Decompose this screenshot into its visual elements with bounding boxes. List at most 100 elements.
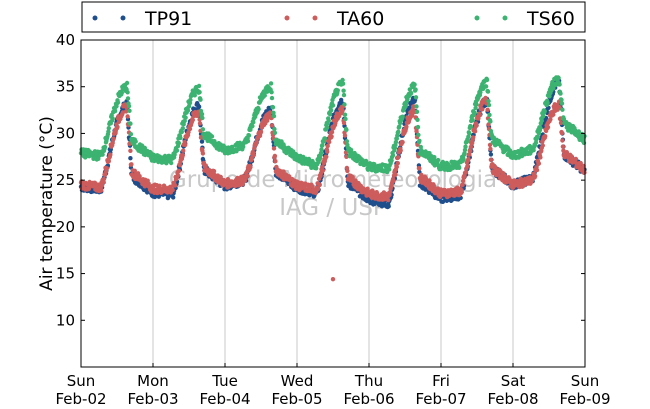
data-point — [126, 103, 132, 109]
data-point — [96, 156, 101, 161]
data-point — [470, 118, 475, 123]
y-axis-ticks: 10 15 20 25 30 35 40 — [56, 31, 585, 329]
data-point — [269, 95, 275, 101]
data-point — [393, 172, 398, 177]
data-point — [199, 139, 205, 144]
data-point — [172, 183, 178, 188]
data-point — [209, 134, 215, 139]
data-point — [112, 108, 118, 114]
data-point — [340, 77, 345, 83]
data-point — [325, 143, 330, 149]
data-point — [397, 124, 402, 129]
data-point — [581, 140, 587, 146]
x-tick-date: Feb-07 — [415, 390, 466, 408]
data-point — [270, 105, 276, 110]
data-point — [473, 105, 478, 111]
x-tick-day: Mon — [137, 372, 169, 390]
data-point — [466, 134, 471, 139]
data-point — [394, 164, 399, 170]
data-point — [310, 184, 315, 189]
data-point — [543, 134, 548, 139]
data-point — [483, 84, 489, 89]
data-point — [322, 136, 327, 141]
data-point — [468, 148, 473, 154]
y-tick-label: 15 — [56, 265, 75, 283]
data-point — [340, 108, 345, 113]
data-point — [102, 144, 108, 150]
data-point — [488, 157, 494, 162]
data-point — [200, 127, 206, 132]
data-point — [320, 168, 326, 173]
data-point — [245, 138, 251, 144]
data-point — [431, 183, 436, 188]
data-point — [463, 169, 469, 175]
data-point — [457, 165, 462, 170]
data-point — [559, 130, 565, 136]
data-point — [272, 153, 278, 159]
data-point — [559, 101, 565, 106]
data-point — [557, 82, 562, 87]
data-point — [414, 129, 419, 134]
data-point — [272, 130, 278, 135]
data-point — [340, 81, 346, 86]
data-point — [106, 159, 112, 164]
x-tick-date: Feb-08 — [487, 390, 538, 408]
data-point — [268, 81, 274, 86]
y-axis-label: Air temperature (°C) — [37, 116, 57, 291]
x-tick-day: Sat — [501, 372, 526, 390]
data-point — [556, 75, 561, 81]
data-point — [559, 97, 564, 103]
data-point — [125, 114, 130, 119]
data-point — [342, 112, 348, 117]
data-point — [129, 162, 134, 167]
data-point — [315, 186, 321, 192]
data-point — [472, 110, 477, 116]
data-point — [111, 136, 116, 141]
data-point — [320, 143, 325, 148]
data-point — [470, 140, 475, 146]
data-point — [110, 116, 115, 121]
data-point — [414, 104, 419, 109]
data-point — [125, 96, 131, 101]
data-point — [183, 142, 188, 148]
data-point — [417, 138, 422, 143]
legend-label: TP91 — [144, 8, 192, 30]
legend-item-ts60: TS60 — [474, 8, 575, 30]
data-point — [335, 88, 340, 93]
data-point — [128, 148, 133, 153]
data-point — [125, 90, 130, 95]
data-point — [251, 152, 256, 158]
data-point — [258, 129, 264, 134]
data-point — [532, 173, 538, 179]
data-point — [534, 167, 540, 173]
outlier-point — [330, 276, 336, 282]
x-tick-day: Wed — [281, 372, 314, 390]
data-point — [467, 152, 472, 157]
data-point — [387, 167, 392, 172]
data-point — [178, 135, 183, 141]
data-point — [182, 118, 187, 124]
x-tick-date: Feb-04 — [199, 390, 250, 408]
data-point — [417, 166, 422, 171]
data-point — [324, 154, 329, 159]
data-point — [400, 114, 405, 119]
data-point — [531, 148, 536, 153]
data-point — [175, 173, 181, 178]
y-tick-label: 35 — [56, 78, 75, 96]
data-point — [196, 104, 202, 109]
data-point — [200, 151, 206, 156]
data-point — [547, 94, 552, 99]
data-point — [170, 187, 175, 193]
data-point — [536, 161, 542, 166]
data-point — [100, 152, 105, 157]
data-point — [542, 109, 547, 114]
data-point — [327, 139, 332, 145]
data-point — [488, 119, 493, 124]
data-point — [573, 156, 579, 162]
data-point — [115, 124, 120, 130]
data-point — [246, 133, 252, 138]
data-point — [113, 130, 118, 136]
legend-box — [81, 1, 586, 33]
data-point — [474, 102, 479, 107]
